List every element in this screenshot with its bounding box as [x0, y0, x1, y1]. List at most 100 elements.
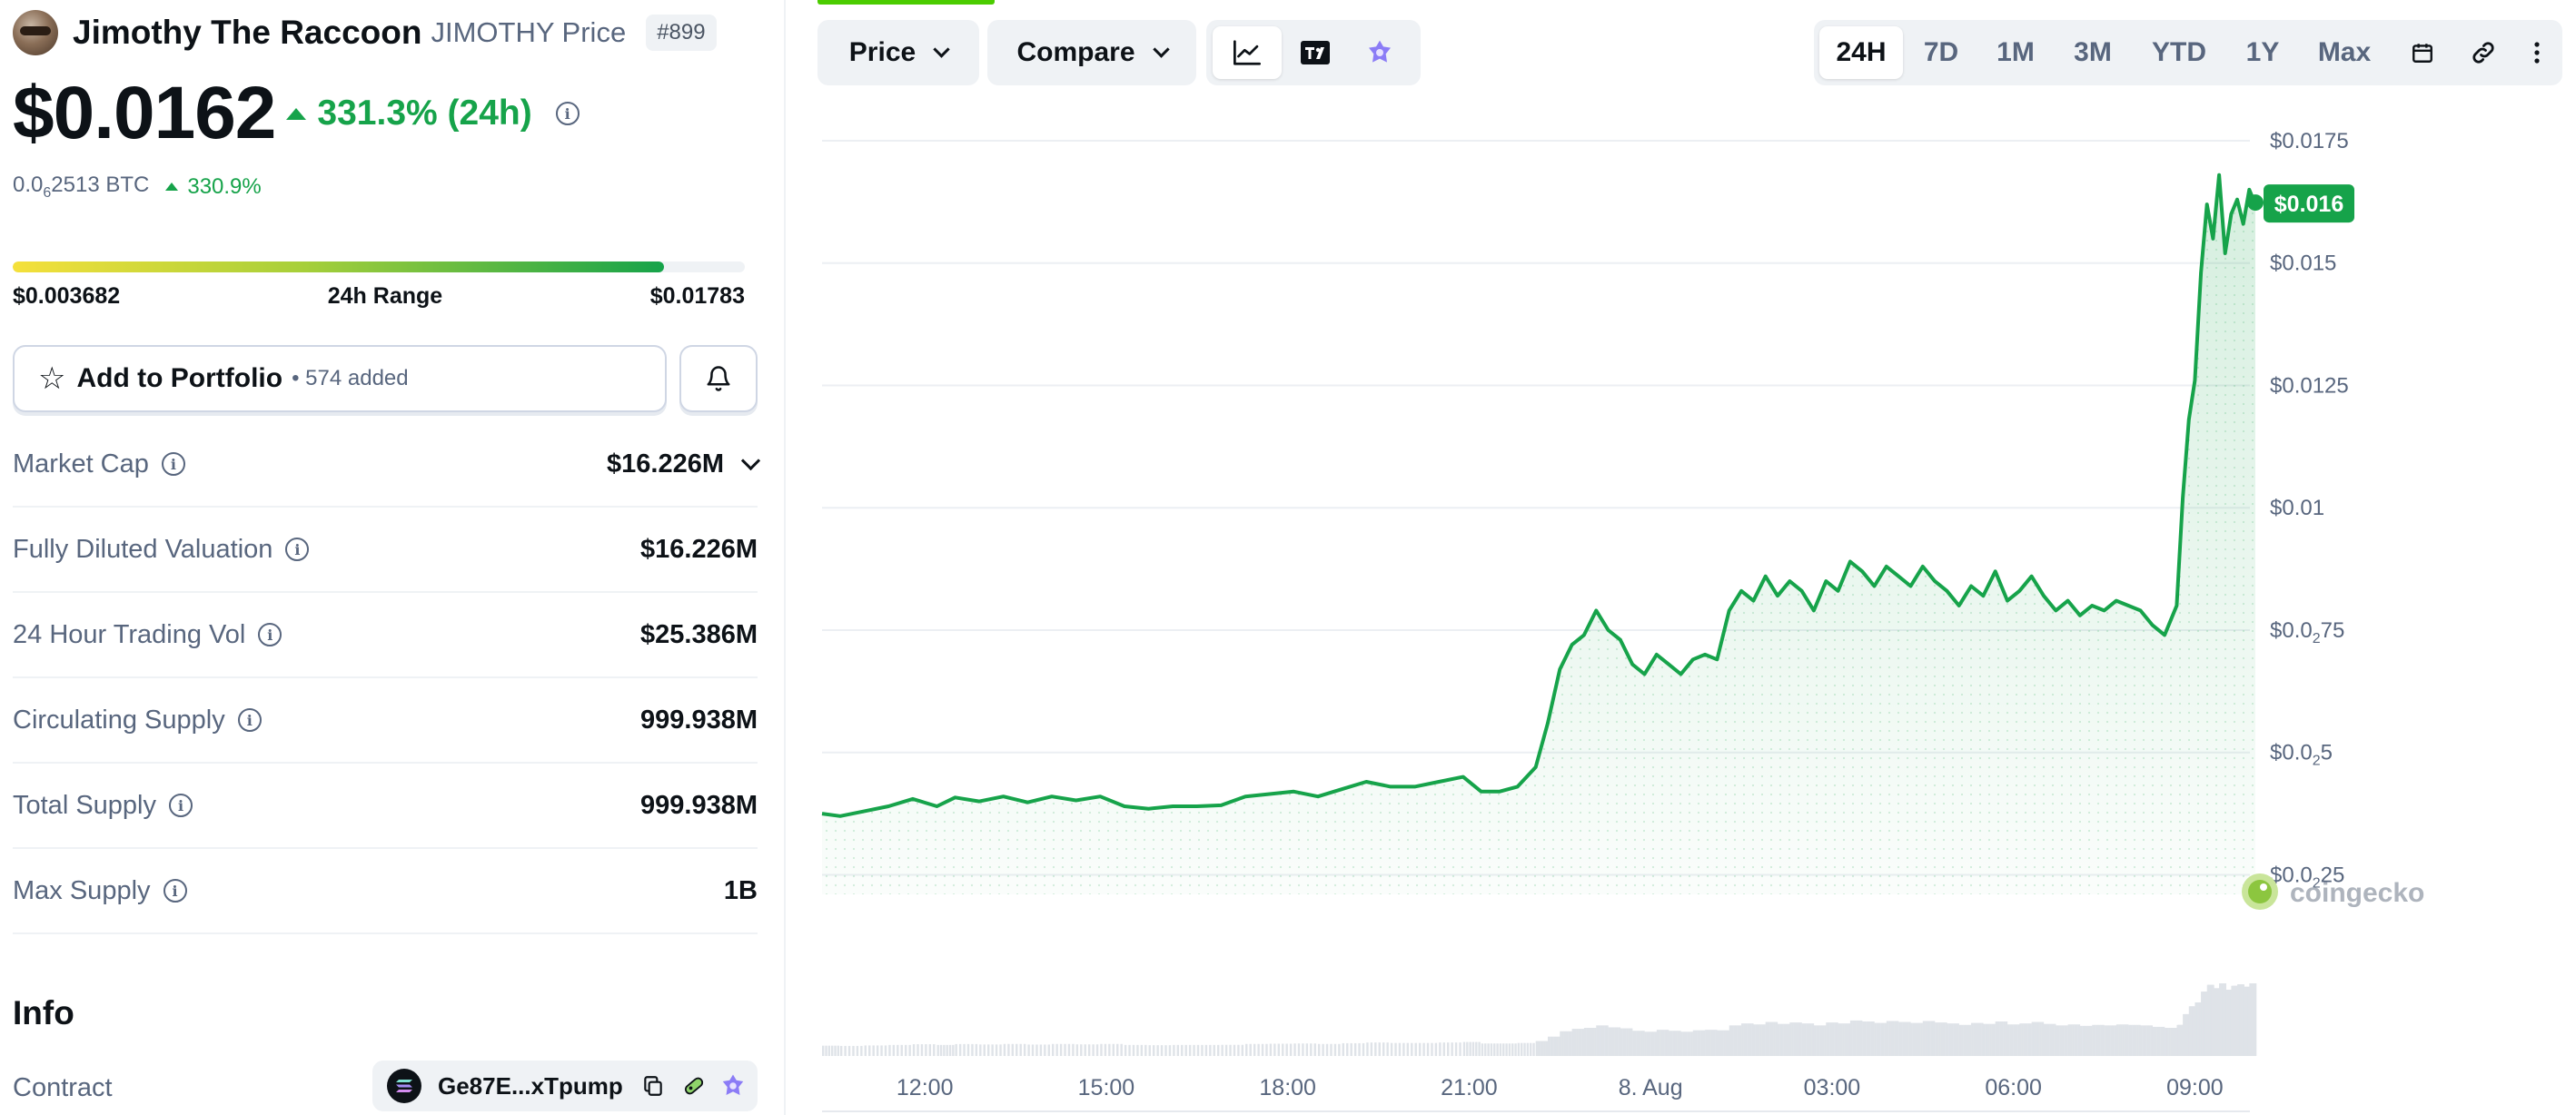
volume-bar — [2056, 1025, 2058, 1056]
range-max-button[interactable]: Max — [2317, 37, 2372, 67]
stat-row-total-supply: Total Supply i 999.938M — [13, 764, 758, 849]
volume-bar — [1677, 1031, 1679, 1056]
volume-bar — [2115, 1024, 2119, 1056]
volume-bar — [1265, 1043, 1268, 1056]
volume-bar — [1715, 1030, 1718, 1056]
volume-bar — [1561, 1031, 1564, 1056]
ai-sparkle-icon[interactable] — [719, 1072, 747, 1100]
volume-bar — [1608, 1027, 1610, 1056]
share-link-button[interactable] — [2452, 26, 2515, 79]
volume-bar — [2125, 1024, 2129, 1056]
volume-bar — [1325, 1043, 1329, 1056]
range-24h-button[interactable]: 24H — [1819, 26, 1903, 79]
volume-bar — [1821, 1025, 1825, 1056]
range-1y-button[interactable]: 1Y — [2245, 37, 2280, 67]
volume-bar — [1402, 1042, 1405, 1056]
calendar-button[interactable] — [2395, 26, 2450, 79]
info-icon[interactable]: i — [285, 538, 310, 561]
tag-icon[interactable] — [681, 1073, 707, 1099]
tradingview-button[interactable] — [1281, 26, 1350, 79]
volume-bar — [1874, 1022, 1877, 1056]
volume-bar — [1273, 1043, 1276, 1056]
volume-bar — [830, 1045, 834, 1056]
volume-bar — [2134, 1024, 2137, 1056]
info-icon[interactable]: i — [258, 623, 282, 646]
volume-bar — [1680, 1031, 1683, 1056]
volume-bar — [1366, 1042, 1369, 1056]
volume-bar — [868, 1045, 871, 1056]
volume-bar — [1985, 1023, 1987, 1056]
volume-bar — [1604, 1025, 1607, 1056]
info-icon[interactable]: i — [169, 794, 193, 817]
volume-bar — [1596, 1025, 1599, 1056]
range-1m-button[interactable]: 1M — [1996, 37, 2035, 67]
time-range-group: 24H 7D 1M 3M YTD 1Y Max — [1814, 20, 2562, 85]
volume-bar — [1769, 1021, 1772, 1056]
volume-bar — [1957, 1023, 1959, 1056]
coin-logo — [13, 10, 58, 55]
compare-dropdown-button[interactable]: Compare — [987, 20, 1196, 85]
volume-bar — [2092, 1024, 2095, 1056]
volume-bar — [2254, 983, 2257, 1056]
volume-bar — [1670, 1031, 1673, 1056]
copy-icon[interactable] — [641, 1074, 665, 1098]
volume-bar — [1890, 1021, 1893, 1056]
volume-bar — [1828, 1022, 1830, 1056]
volume-bar — [1541, 1041, 1544, 1056]
volume-bar — [1753, 1024, 1756, 1056]
ai-insights-button[interactable] — [1345, 26, 1414, 79]
volume-bar — [1846, 1023, 1848, 1056]
volume-bar — [1876, 1022, 1879, 1056]
volume-bar — [1196, 1044, 1200, 1056]
volume-bar — [1659, 1030, 1661, 1056]
volume-bar — [1793, 1022, 1797, 1056]
info-icon[interactable]: i — [163, 879, 187, 903]
volume-bar — [1075, 1044, 1079, 1056]
volume-bar — [1771, 1021, 1774, 1056]
volume-bar — [2165, 1028, 2167, 1056]
range-3m-button[interactable]: 3M — [2074, 37, 2112, 67]
volume-bar — [1862, 1021, 1865, 1056]
info-icon[interactable]: i — [237, 708, 262, 732]
more-options-button[interactable] — [2515, 26, 2559, 79]
volume-bar — [1003, 1043, 1006, 1056]
volume-bar — [1526, 1042, 1530, 1056]
volume-bar — [1414, 1042, 1417, 1056]
more-vertical-icon — [2534, 42, 2540, 64]
volume-bar — [1490, 1043, 1493, 1056]
volume-bar — [1168, 1045, 1172, 1056]
range-7d-button[interactable]: 7D — [1923, 37, 1959, 67]
volume-bar — [1725, 1030, 1728, 1056]
volume-bar — [939, 1044, 943, 1056]
volume-bar — [1285, 1043, 1288, 1056]
price-alert-button[interactable] — [679, 345, 758, 412]
stat-row-fdv: Fully Diluted Valuation i $16.226M — [13, 508, 758, 593]
volume-bar — [2066, 1025, 2068, 1056]
volume-bar — [852, 1045, 855, 1056]
volume-bar — [2057, 1025, 2060, 1056]
info-icon[interactable]: i — [555, 102, 580, 125]
line-chart-button[interactable] — [1213, 26, 1282, 79]
range-ytd-button[interactable]: YTD — [2152, 37, 2206, 67]
volume-bar — [1783, 1023, 1787, 1056]
volume-bar — [2025, 1023, 2028, 1056]
add-to-portfolio-button[interactable]: ☆ Add to Portfolio • 574 added — [13, 345, 667, 412]
volume-bar — [1532, 1042, 1535, 1056]
volume-bar — [946, 1044, 948, 1056]
volume-bar — [2021, 1023, 2024, 1056]
volume-bar — [1406, 1042, 1410, 1056]
volume-bar — [1342, 1042, 1345, 1056]
compare-dropdown-label: Compare — [1016, 37, 1135, 67]
volume-bar — [1622, 1028, 1625, 1056]
volume-bar — [1317, 1043, 1321, 1056]
volume-bar — [1996, 1021, 2000, 1056]
volume-bar — [1374, 1042, 1377, 1056]
volume-bar — [2136, 1024, 2139, 1056]
info-icon[interactable]: i — [161, 452, 185, 476]
price-chart[interactable]: $0.0225 $0.025 $0.0275 $0.01 $0.0125 $0.015 $0… — [786, 0, 2576, 1115]
volume-bar — [1902, 1021, 1906, 1056]
chevron-down-icon[interactable] — [740, 450, 761, 470]
stat-row-market-cap[interactable]: Market Cap i $16.226M — [13, 422, 761, 508]
stat-row-volume: 24 Hour Trading Vol i $25.386M — [13, 593, 758, 678]
price-dropdown-button[interactable]: Price — [817, 20, 979, 85]
